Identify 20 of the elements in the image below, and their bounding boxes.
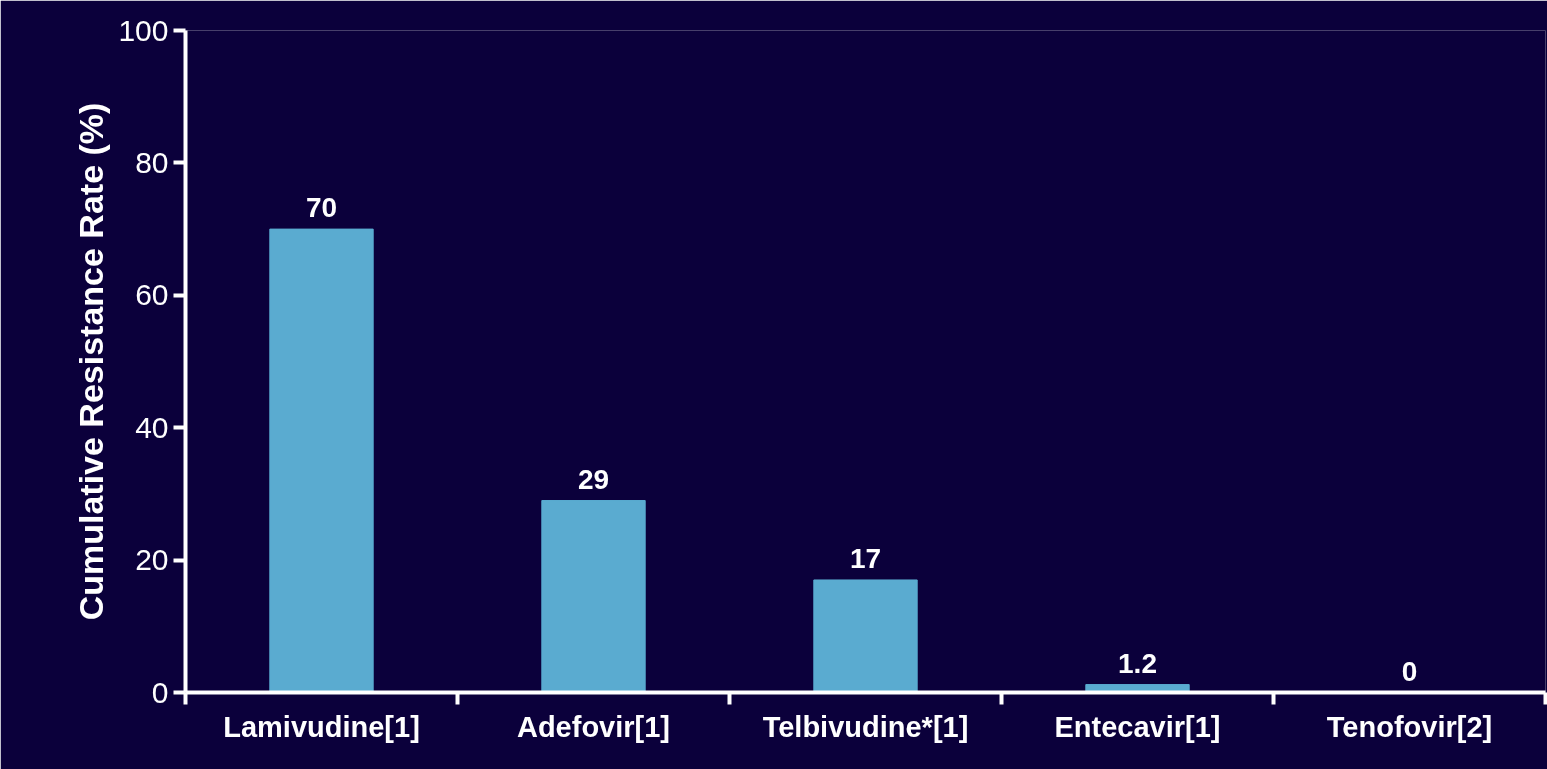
y-tick-label: 0	[151, 675, 169, 709]
bar	[269, 228, 374, 693]
x-tick-label: Lamivudine[1]	[223, 710, 420, 743]
y-tick-label: 20	[135, 543, 169, 577]
y-tick-label: 60	[135, 278, 169, 312]
data-label: 17	[849, 542, 882, 574]
data-label: 1.2	[1118, 647, 1157, 679]
y-tick-label: 80	[135, 145, 169, 179]
y-axis-title: Cumulative Resistance Rate (%)	[72, 102, 111, 621]
bar	[813, 579, 918, 693]
y-tick-label: 40	[135, 410, 169, 444]
x-tick-label: Telbivudine*[1]	[762, 710, 969, 743]
x-tick-label: Entecavir[1]	[1054, 710, 1221, 743]
data-label: 29	[577, 463, 610, 495]
x-tick-label: Tenofovir[2]	[1326, 710, 1493, 743]
data-label: 0	[1401, 655, 1418, 687]
x-tick-label: Adefovir[1]	[516, 710, 671, 743]
bar	[541, 500, 646, 693]
data-label: 70	[305, 192, 338, 224]
y-tick-label: 100	[118, 13, 169, 47]
